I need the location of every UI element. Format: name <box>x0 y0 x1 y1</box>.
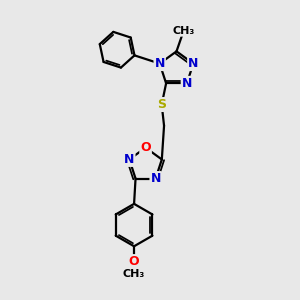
Text: N: N <box>182 77 192 90</box>
Text: CH₃: CH₃ <box>123 269 145 279</box>
Text: N: N <box>154 57 165 70</box>
Text: O: O <box>129 255 140 268</box>
Text: S: S <box>157 98 166 111</box>
Text: O: O <box>140 141 151 154</box>
Text: N: N <box>150 172 161 185</box>
Text: CH₃: CH₃ <box>172 26 194 36</box>
Text: N: N <box>188 57 199 70</box>
Text: N: N <box>124 153 134 166</box>
